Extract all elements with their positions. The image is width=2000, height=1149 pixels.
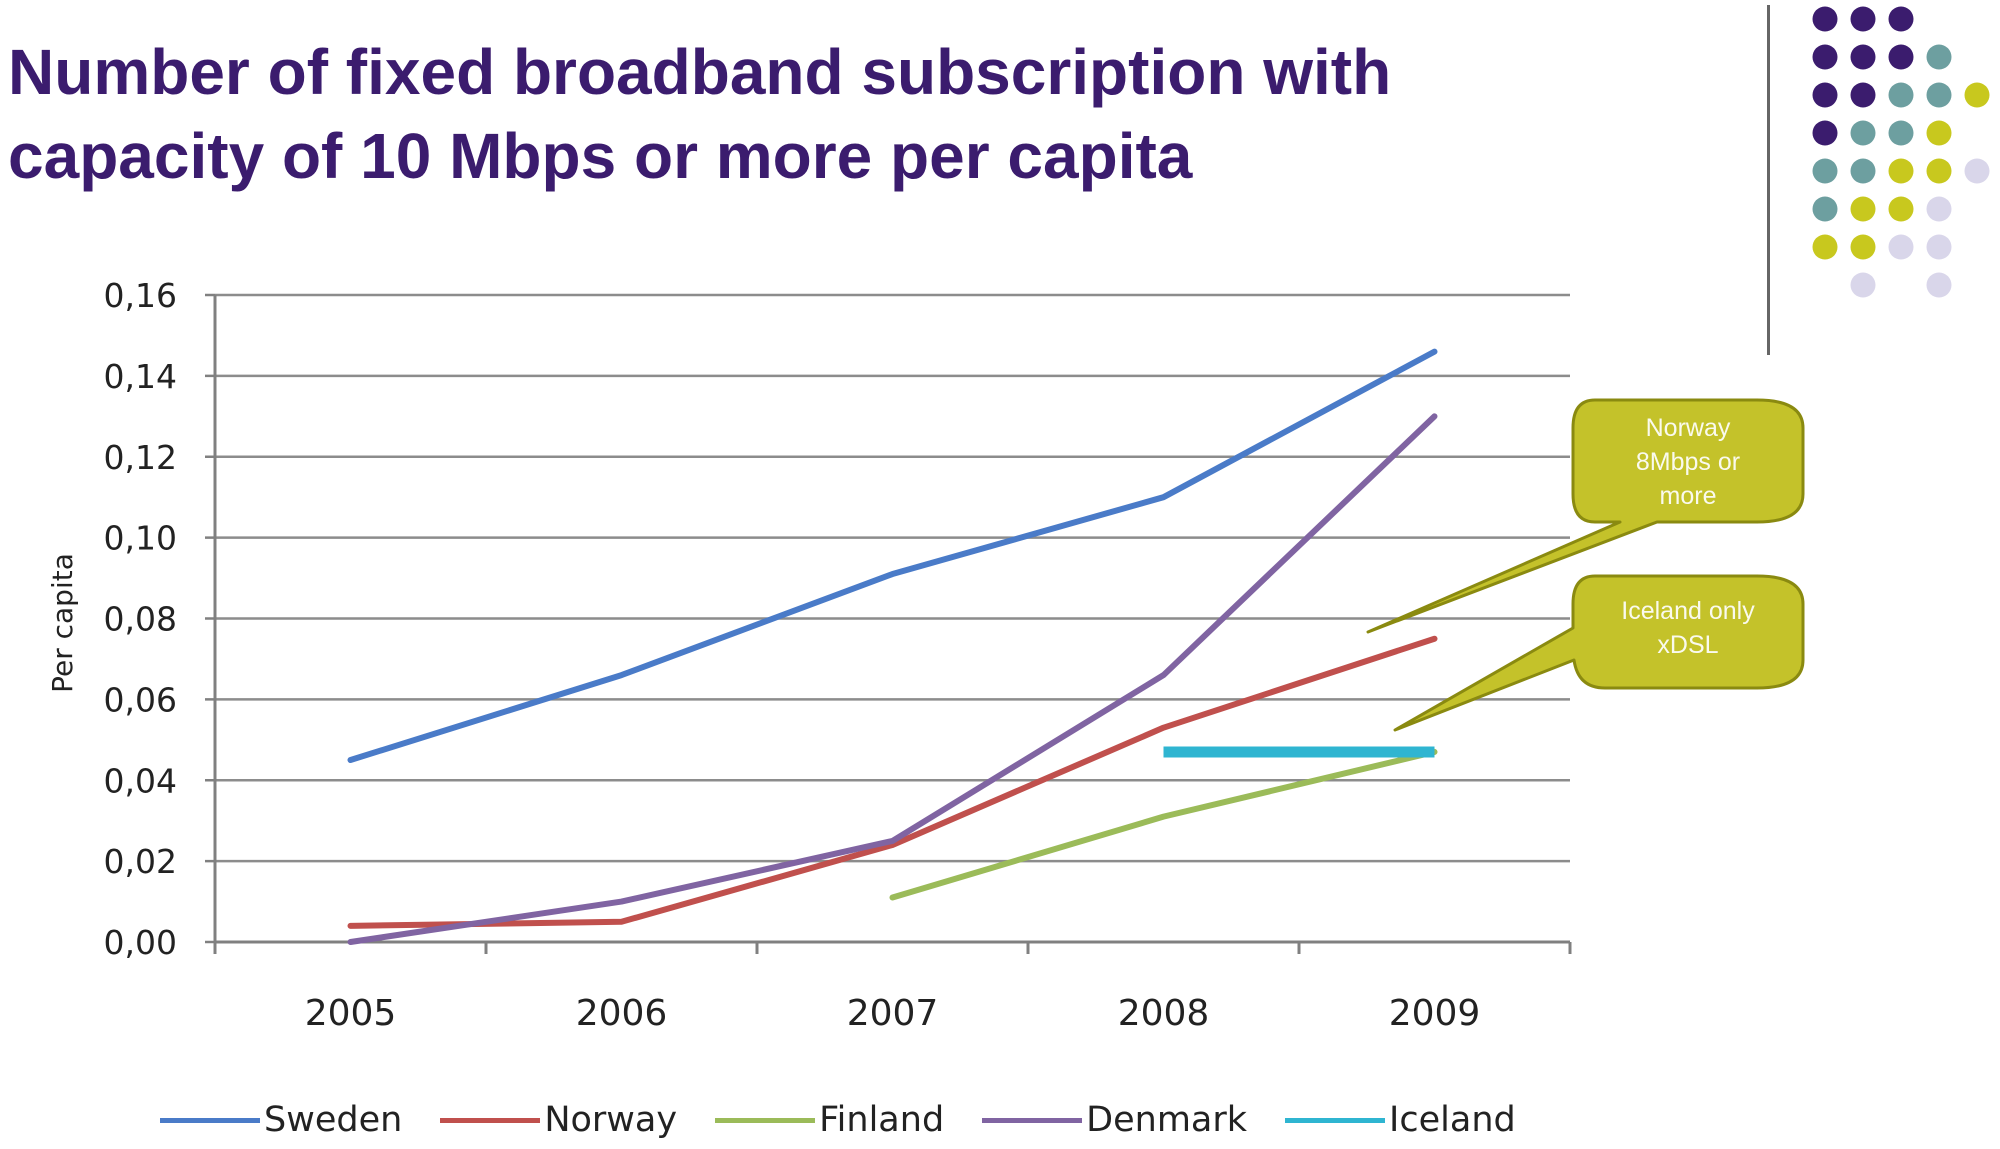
decor-dot [1964,158,1990,184]
callout-norway-bubble [1366,398,1805,634]
decor-dot [1812,196,1838,222]
legend-label-finland: Finland [819,1100,945,1140]
legend-label-norway: Norway [544,1100,678,1140]
decor-dot [1850,44,1876,70]
decor-dot [1850,6,1876,32]
decor-dot [1850,272,1876,298]
series-line-norway [347,635,1438,929]
y-tick-labels: 0,00 0,02 0,04 0,06 0,08 0,10 0,12 0,14 0,16 [104,276,177,962]
series-lines [347,348,1438,945]
legend-swatch-iceland [1285,1117,1386,1123]
decor-dot [1964,82,1990,108]
y-tick-label: 0,04 [104,761,177,800]
legend-item-sweden: Sweden [160,1100,402,1140]
series-line-finland [889,748,1438,901]
decor-dot [1888,158,1914,184]
decor-dot [1926,234,1952,260]
y-tick-label: 0,14 [104,357,177,396]
decor-dot [1850,158,1876,184]
legend-item-finland: Finland [715,1100,944,1140]
legend-label-denmark: Denmark [1086,1100,1248,1140]
decor-dot [1888,82,1914,108]
legend-swatch-sweden [160,1117,260,1123]
decor-dot [1888,44,1914,70]
x-tick-labels: 2005 2006 2007 2008 2009 [305,993,1481,1034]
decor-dot [1812,82,1838,108]
page-title-line-1: Number of fixed broadband subscription w… [8,36,1392,108]
decor-dot [1812,44,1838,70]
decor-dot [1850,234,1876,260]
legend: Sweden Norway Finland Denmark Iceland [160,1100,1554,1140]
legend-swatch-norway [440,1117,541,1123]
y-tick-label: 0,12 [104,438,177,477]
callout-iceland-line-1: Iceland only [1621,597,1755,625]
series-line-denmark [347,413,1438,945]
decor-dot [1926,196,1952,222]
y-tick-label: 0,08 [104,600,177,639]
decor-dot [1888,120,1914,146]
decor-dot [1850,82,1876,108]
decor-dot [1926,82,1952,108]
decor-dot [1812,234,1838,260]
decorative-dot-grid [1812,6,1990,298]
legend-swatch-denmark [982,1117,1083,1123]
vertical-divider [1767,5,1770,355]
callouts [1366,398,1805,732]
x-tick-label: 2009 [1389,993,1481,1034]
legend-label-iceland: Iceland [1389,1100,1516,1140]
x-tick-label: 2005 [305,993,397,1034]
legend-item-iceland: Iceland [1285,1100,1516,1140]
y-axis-label: Per capita [46,553,79,693]
series-line-sweden [347,348,1438,764]
x-tick-label: 2006 [576,993,668,1034]
y-tick-label: 0,10 [104,519,177,558]
decor-dot [1850,120,1876,146]
page-title: Number of fixed broadband subscription w… [8,30,1391,198]
callout-norway-line-2: 8Mbps or [1635,448,1741,476]
y-tick-label: 0,02 [104,842,177,881]
callout-norway-line-1: Norway [1645,414,1731,442]
decor-dot [1812,6,1838,32]
decor-dot [1888,6,1914,32]
legend-label-sweden: Sweden [264,1100,403,1140]
page-title-line-2: capacity of 10 Mbps or more per capita [8,120,1193,192]
callout-norway-line-3: more [1659,482,1717,510]
x-tick-label: 2007 [847,993,939,1034]
legend-item-denmark: Denmark [982,1100,1247,1140]
decor-dot [1926,120,1952,146]
decor-dot [1926,272,1952,298]
decor-dot [1812,120,1838,146]
callout-norway-text: Norway 8Mbps or more [1573,411,1803,513]
axes [213,295,1572,954]
legend-swatch-finland [715,1117,816,1123]
x-tick-label: 2008 [1118,993,1210,1034]
callout-iceland-line-2: xDSL [1657,631,1719,659]
decor-dot [1888,234,1914,260]
decor-dot [1850,196,1876,222]
decor-dot [1812,158,1838,184]
y-tick-label: 0,06 [104,680,177,719]
y-tick-label: 0,16 [104,276,177,315]
decor-dot [1888,196,1914,222]
decor-dot [1926,44,1952,70]
y-tick-label: 0,00 [104,923,177,962]
callout-iceland-text: Iceland only xDSL [1573,594,1803,662]
callout-iceland-bubble [1393,574,1805,732]
gridlines [205,293,1570,944]
decor-dot [1926,158,1952,184]
legend-item-norway: Norway [440,1100,677,1140]
